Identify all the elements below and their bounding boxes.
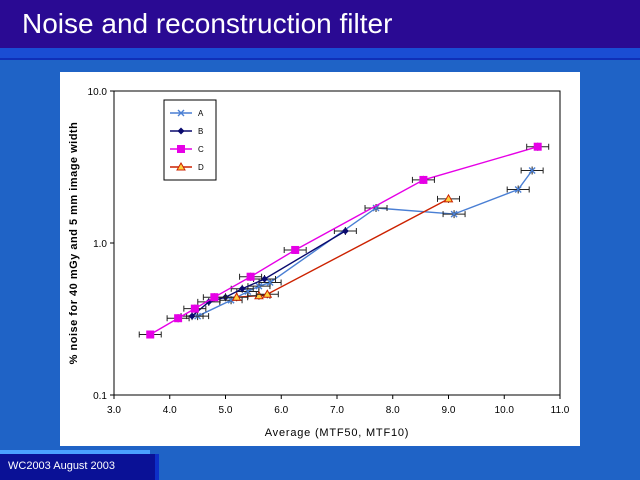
series-C-point xyxy=(146,330,155,339)
legend-C-marker xyxy=(177,145,185,153)
series-D-point xyxy=(443,193,454,203)
footer-edge xyxy=(155,454,159,480)
series-A-point xyxy=(514,185,522,193)
footer-block: WC2003 August 2003 xyxy=(0,450,155,480)
legend-D-marker xyxy=(176,161,186,171)
series-B-point xyxy=(238,285,246,293)
x-tick-label: 10.0 xyxy=(495,405,515,416)
series-C-point xyxy=(174,314,183,323)
y-axis-label: % noise for 40 mGy and 5 mm image width xyxy=(68,122,80,365)
slide-title: Noise and reconstruction filter xyxy=(22,8,393,39)
series-A-point xyxy=(450,210,458,218)
x-tick-label: 5.0 xyxy=(219,405,233,416)
series-B-point xyxy=(188,312,196,320)
title-bar: Noise and reconstruction filter xyxy=(0,0,640,48)
legend-C-label: C xyxy=(198,145,204,154)
x-tick-label: 3.0 xyxy=(107,405,121,416)
x-tick-label: 8.0 xyxy=(386,405,400,416)
series-C-point xyxy=(419,175,428,184)
series-C-point xyxy=(533,142,542,151)
noise-chart: 3.0 4.0 5.0 6.0 7.0 8.0 9.0 10.0 11.0 0.1 1.0 10.0 A… xyxy=(68,87,570,439)
legend-box xyxy=(163,99,217,181)
series-D-point xyxy=(262,289,273,298)
legend-D-label: D xyxy=(198,163,204,172)
series-A-point xyxy=(255,282,263,290)
series-A-point xyxy=(372,204,380,212)
x-tick-label: 9.0 xyxy=(442,405,456,416)
footer-text: WC2003 August 2003 xyxy=(8,460,116,472)
series-C-point xyxy=(210,293,219,302)
legend-A-label: A xyxy=(198,109,204,118)
x-tick-label: 6.0 xyxy=(274,405,288,416)
y-tick-label: 0.1 xyxy=(93,391,107,402)
series-C-point xyxy=(246,272,255,281)
series-B-point xyxy=(261,275,269,283)
y-tick-label: 10.0 xyxy=(88,87,108,98)
series-A-point xyxy=(528,166,536,174)
legend-B-marker xyxy=(177,127,185,135)
legend-B-label: B xyxy=(198,127,203,136)
title-divider-dark xyxy=(0,58,640,60)
title-divider xyxy=(0,48,640,58)
series-D-point xyxy=(231,292,242,301)
series-A-point xyxy=(244,287,252,295)
chart-panel: 3.0 4.0 5.0 6.0 7.0 8.0 9.0 10.0 11.0 0.1 1.0 10.0 A… xyxy=(60,72,580,446)
series-C-point xyxy=(190,304,199,313)
series-A-point xyxy=(266,278,274,286)
x-axis-label: Average (MTF50, MTF10) xyxy=(265,427,410,439)
series-A-point xyxy=(227,296,235,304)
series-C-point xyxy=(291,245,300,254)
footer-accent xyxy=(0,450,150,454)
y-tick-label: 1.0 xyxy=(93,239,107,250)
series-D-point xyxy=(254,290,264,300)
legend-A-marker xyxy=(177,109,185,117)
series-B-point xyxy=(341,227,349,235)
series-B-line xyxy=(191,230,346,317)
x-tick-label: 4.0 xyxy=(163,405,177,416)
x-tick-label: 11.0 xyxy=(551,405,570,416)
x-tick-label: 7.0 xyxy=(330,405,344,416)
